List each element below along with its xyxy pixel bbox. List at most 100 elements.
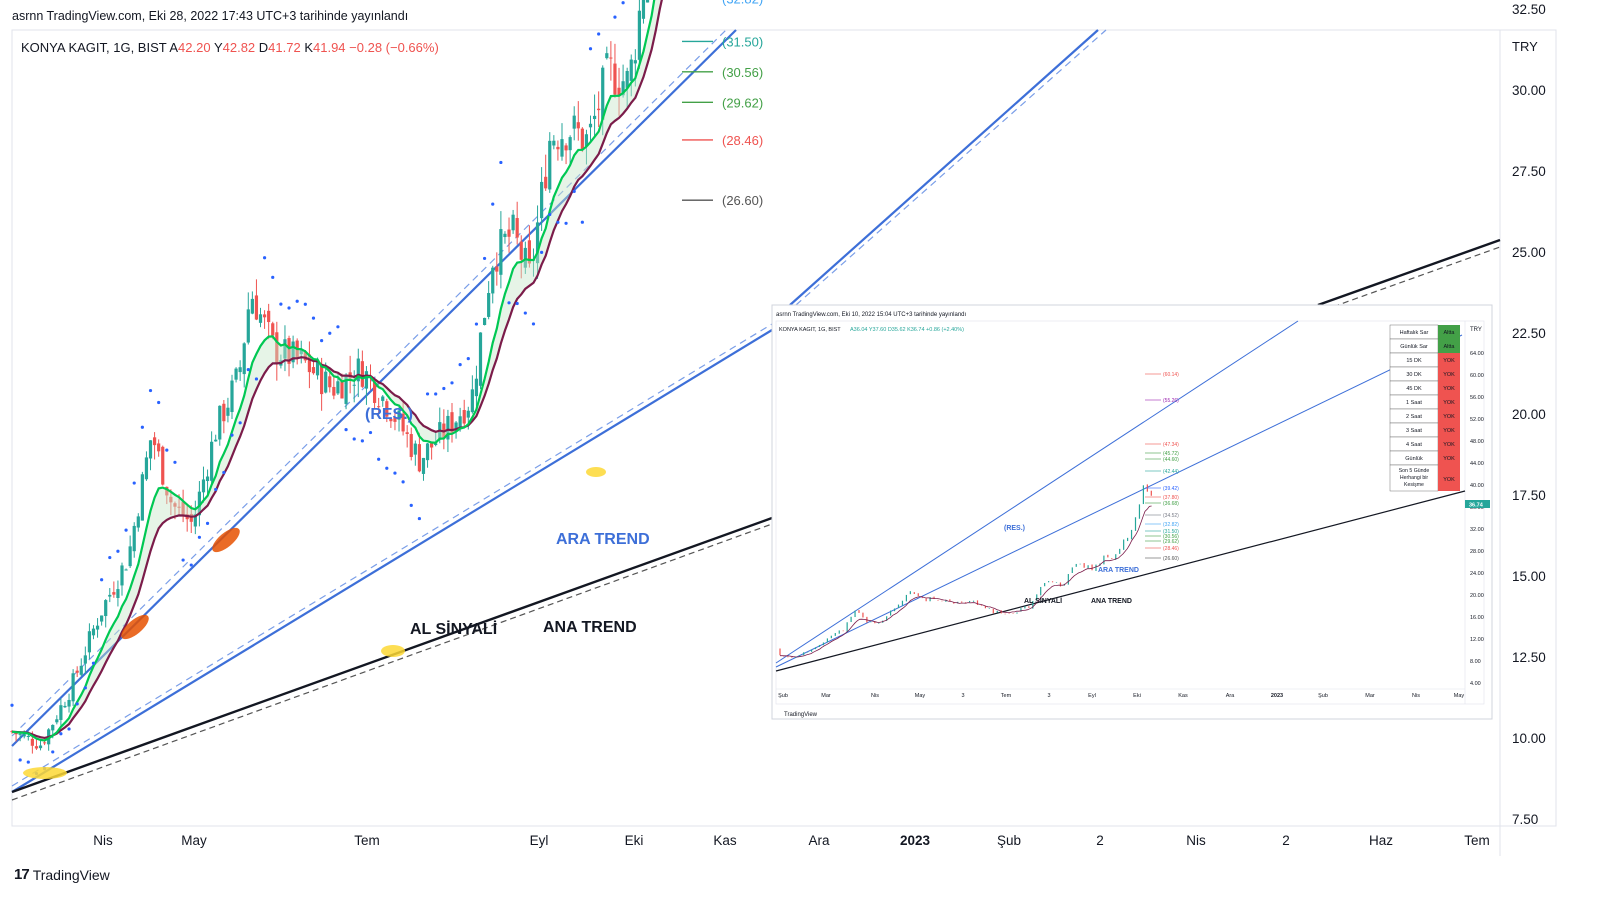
- psar-dot: [434, 392, 438, 396]
- x-tick-label: Şub: [997, 833, 1021, 848]
- inset-candle: [969, 600, 971, 603]
- candle-body: [645, 0, 650, 3]
- candle-body: [116, 589, 120, 598]
- signal-table-status: YOK: [1443, 386, 1455, 392]
- signal-table-label: Günlük Sar: [1400, 344, 1428, 350]
- inset-level-label: (45.72): [1163, 451, 1179, 457]
- inset-candle: [799, 655, 801, 657]
- candle-body: [120, 565, 124, 586]
- x-tick-label: Ara: [808, 833, 830, 848]
- inset-candle: [1095, 564, 1097, 571]
- signal-table-label: 3 Saat: [1406, 428, 1422, 434]
- inset-candle: [965, 602, 967, 603]
- inset-y-tick: 8.00: [1470, 659, 1481, 665]
- level-label: (32.82): [722, 0, 763, 7]
- psar-dot: [311, 316, 316, 320]
- psar-dot: [450, 381, 454, 385]
- tradingview-footer[interactable]: 17 TradingView: [14, 866, 110, 883]
- inset-candle: [1107, 554, 1109, 558]
- inset-res-annotation: (RES.): [1004, 525, 1025, 532]
- inset-y-tick: 60.00: [1470, 373, 1484, 379]
- candle-body: [389, 418, 393, 422]
- psar-dot: [425, 392, 430, 396]
- inset-candle: [1067, 574, 1069, 585]
- candle-body: [576, 122, 580, 129]
- signal-table-label-cell: [1389, 464, 1439, 492]
- candle-body: [79, 665, 83, 675]
- inset-y-tick: 32.00: [1470, 527, 1484, 533]
- inset-candle: [980, 605, 983, 607]
- psar-dot: [140, 425, 144, 429]
- y-tick-label: 17.50: [1512, 488, 1546, 503]
- inset-candle: [945, 599, 947, 602]
- signal-table-status-cell: [1438, 381, 1460, 395]
- candle-body: [454, 422, 458, 432]
- psar-dot: [51, 750, 55, 754]
- tradingview-logo-icon: 17: [14, 866, 30, 883]
- candle-body: [307, 354, 312, 373]
- signal-table-label: Herhangi bir: [1400, 475, 1429, 481]
- inset-candle: [941, 600, 943, 602]
- inset-x-tick: 3: [961, 693, 964, 699]
- candle-body: [75, 670, 79, 673]
- psar-dot: [417, 516, 421, 521]
- candle-body: [51, 724, 55, 731]
- candle-body: [495, 266, 499, 272]
- candle-body: [18, 733, 22, 735]
- inset-candle: [972, 600, 975, 602]
- psar-dot: [205, 521, 210, 525]
- inset-candle: [1024, 606, 1026, 609]
- candle-body: [63, 705, 67, 708]
- inset-candle: [1130, 529, 1133, 540]
- inset-candle: [1079, 563, 1081, 565]
- inset-candle: [1059, 582, 1062, 587]
- x-axis: Nis May Tem Eyl Eki Kas Ara 2023 Şub 2 Nis 2 Haz Tem: [93, 833, 1490, 848]
- price-levels: (55.26)(47.34)(45.72)(44.60)(42.44)(39.4…: [682, 0, 763, 208]
- inset-candle: [953, 602, 955, 604]
- candle-body: [556, 146, 560, 150]
- candle-body: [124, 569, 128, 571]
- inset-candle: [1138, 504, 1141, 519]
- signal-table-status: YOK: [1443, 456, 1455, 462]
- candle-body: [173, 503, 177, 507]
- candle-body: [588, 123, 593, 128]
- candle-body: [385, 401, 389, 417]
- inset-candle: [874, 621, 876, 624]
- signal-table-label: 2 Saat: [1406, 414, 1422, 420]
- signal-table-status-cell: [1438, 353, 1460, 367]
- candle-body: [360, 361, 364, 387]
- inset-candle: [921, 597, 923, 599]
- psar-dot: [262, 256, 267, 260]
- inset-candle: [834, 633, 836, 636]
- psar-dot: [613, 15, 617, 19]
- inset-y-tick: 20.00: [1470, 593, 1484, 599]
- level-label: (28.46): [722, 133, 763, 148]
- inset-candle: [1055, 582, 1058, 583]
- psar-dot: [116, 549, 120, 553]
- psar-dot: [303, 302, 307, 306]
- tradingview-brand: TradingView: [32, 866, 110, 883]
- inset-chart: asrnn TradingView.com, Eki 10, 2022 15:0…: [771, 304, 1493, 720]
- inset-level-label: (55.26): [1163, 398, 1179, 404]
- candle-body: [59, 705, 63, 720]
- inset-candle: [933, 596, 935, 600]
- psar-dot: [352, 437, 356, 441]
- inset-candle: [858, 610, 860, 613]
- candle-body: [161, 446, 165, 485]
- candle-body: [641, 0, 646, 19]
- signal-table-label: 1 Saat: [1406, 400, 1422, 406]
- candle-body: [22, 734, 26, 737]
- psar-dot: [124, 528, 128, 532]
- candle-body: [193, 514, 197, 527]
- inset-currency: TRY: [1470, 327, 1482, 333]
- psar-dot: [254, 377, 259, 381]
- inset-candle: [854, 610, 856, 618]
- candle-body: [177, 506, 181, 508]
- candle-body: [83, 655, 87, 664]
- inset-candle: [1111, 558, 1113, 559]
- signal-table-status: YOK: [1443, 372, 1455, 378]
- inset-ara-trend-annotation: ARA TREND: [1098, 567, 1139, 574]
- inset-candle: [984, 605, 986, 609]
- psar-dot: [409, 503, 413, 507]
